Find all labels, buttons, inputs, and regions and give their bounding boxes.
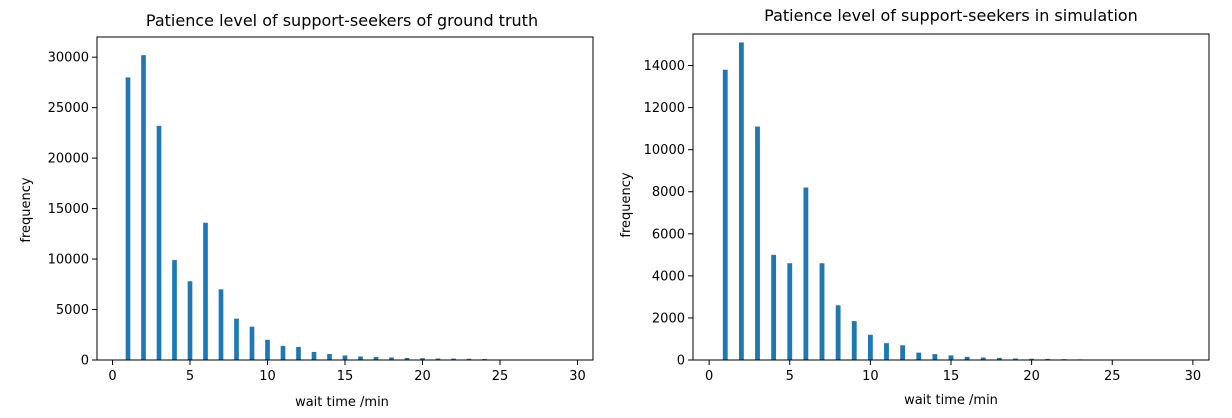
bar-series [125,55,580,361]
x-axis-ticks: 0 5 10 15 20 25 30 [108,360,586,384]
y-tick-label: 10000 [48,253,89,268]
y-tick-label: 6000 [652,227,685,242]
x-axis-label: wait time /min [904,393,998,408]
y-tick-label: 4000 [652,269,685,284]
bar [404,357,410,360]
bar [916,352,922,360]
x-tick-label: 5 [786,369,794,384]
x-tick-label: 5 [186,369,194,384]
bar [125,77,131,361]
bar [342,355,348,360]
chart-title: Patience level of support-seekers in sim… [764,6,1138,25]
x-axis-ticks: 0 5 10 15 20 25 30 [705,360,1201,384]
bar [771,254,777,360]
chart-title: Patience level of support-seekers of gro… [146,11,538,30]
bar-series [722,42,1196,360]
bar [851,321,857,360]
bar [203,222,208,360]
y-tick-label: 8000 [652,185,685,200]
bar [327,353,332,360]
bar [867,334,873,360]
y-tick-label: 15000 [48,202,89,217]
bar [980,357,986,360]
plot-frame [96,36,594,361]
chart-simulation: Patience level of support-seekers in sim… [619,6,1210,408]
y-tick-label: 20000 [48,152,89,167]
y-tick-label: 10000 [644,143,685,158]
bar [1013,358,1018,360]
bar [482,358,487,360]
bar [265,339,270,360]
bar [1029,358,1035,360]
bar [996,357,1002,360]
x-axis-label: wait time /min [295,395,389,410]
bar [1045,358,1051,360]
y-tick-label: 12000 [644,101,685,116]
bar [218,289,224,360]
x-tick-label: 30 [1185,369,1202,384]
x-tick-label: 25 [492,369,509,384]
bar [234,318,239,360]
bar [358,356,363,360]
bar [311,351,317,360]
bar [187,281,193,360]
x-tick-label: 10 [259,369,276,384]
bar [141,55,146,361]
x-tick-label: 25 [1104,369,1121,384]
chart-ground-truth: Patience level of support-seekers of gro… [19,11,594,410]
x-tick-label: 0 [705,369,713,384]
bar [755,126,760,360]
y-tick-label: 0 [81,354,89,369]
y-tick-label: 0 [677,354,685,369]
bar [722,69,728,360]
bar [884,343,889,360]
x-tick-label: 0 [108,369,116,384]
bar [819,263,825,360]
bar [451,358,456,360]
bar [932,354,938,360]
y-tick-label: 30000 [48,51,89,66]
y-axis-ticks: 0 5000 10000 15000 20000 25000 30000 [48,51,97,369]
bar [156,125,162,360]
y-axis-ticks: 0 2000 4000 6000 8000 10000 12000 14000 [644,59,693,369]
bar [249,326,255,360]
bar [296,346,301,360]
y-tick-label: 2000 [652,311,685,326]
bar [835,305,841,360]
x-tick-label: 10 [862,369,879,384]
bar [948,355,954,360]
x-tick-label: 15 [337,369,354,384]
bar [964,356,970,360]
bar [280,345,286,360]
bar [373,356,379,360]
bar [435,358,441,360]
x-tick-label: 15 [943,369,960,384]
bar [900,345,906,360]
bar [389,357,394,360]
y-tick-label: 5000 [56,303,89,318]
y-axis-label: frequency [19,177,34,243]
x-tick-label: 20 [1023,369,1040,384]
bar [787,263,793,360]
x-tick-label: 30 [569,369,586,384]
x-tick-label: 20 [414,369,431,384]
y-axis-label: frequency [619,172,634,238]
y-tick-label: 25000 [48,101,89,116]
bar [738,42,744,360]
y-tick-label: 14000 [644,59,685,74]
bar [803,187,809,360]
plot-frame [692,33,1210,361]
bar [420,358,425,360]
bar [466,358,472,360]
bar [172,260,177,360]
